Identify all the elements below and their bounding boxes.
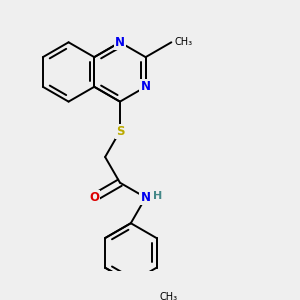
Text: CH₃: CH₃ [175, 37, 193, 47]
Text: N: N [141, 80, 151, 93]
Text: N: N [115, 36, 125, 49]
Text: H: H [153, 191, 162, 201]
Text: O: O [89, 191, 99, 204]
Text: S: S [116, 125, 124, 138]
Text: N: N [141, 191, 151, 204]
Text: CH₃: CH₃ [159, 292, 177, 300]
